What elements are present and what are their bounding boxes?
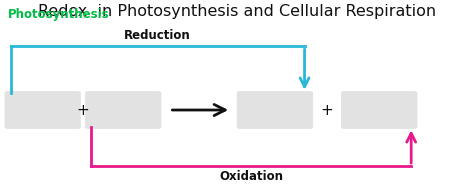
- Text: +: +: [321, 102, 333, 118]
- Text: Photosynthesis: Photosynthesis: [8, 8, 110, 21]
- Text: Oxidation: Oxidation: [219, 170, 283, 183]
- Text: Redox  in Photosynthesis and Cellular Respiration: Redox in Photosynthesis and Cellular Res…: [38, 4, 436, 19]
- FancyBboxPatch shape: [237, 91, 313, 129]
- Text: Reduction: Reduction: [124, 30, 191, 42]
- FancyBboxPatch shape: [85, 91, 161, 129]
- FancyBboxPatch shape: [341, 91, 417, 129]
- Text: +: +: [77, 102, 89, 118]
- FancyBboxPatch shape: [5, 91, 81, 129]
